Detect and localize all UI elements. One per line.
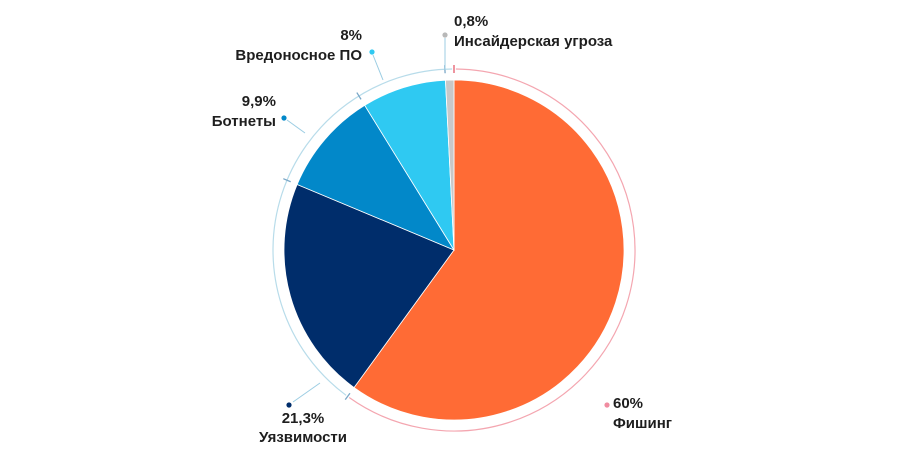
label-name-phishing: Фишинг <box>613 415 672 432</box>
slice-botnets <box>296 104 455 251</box>
outer-rings <box>272 65 636 432</box>
label-dot-malware <box>369 49 375 55</box>
ring-tick <box>344 392 351 401</box>
label-name-insider: Инсайдерская угроза <box>454 33 613 50</box>
slice-vulnerabilities <box>283 183 455 389</box>
ring-tick <box>356 92 362 100</box>
slice-insider <box>445 79 455 251</box>
label-percent-malware: 8% <box>340 27 362 44</box>
label-name-malware: Вредоносное ПО <box>235 47 362 64</box>
label-dot-phishing <box>604 402 610 408</box>
ring-arc-phishing <box>348 68 636 432</box>
label-dot-vulnerabilities <box>286 402 292 408</box>
label-connector-vulnerabilities <box>292 382 321 403</box>
label-percent-vulnerabilities: 21,3% <box>282 410 325 427</box>
label-percent-botnets: 9,9% <box>242 93 276 110</box>
label-connector-botnets <box>286 119 306 134</box>
label-connector-malware <box>372 54 384 81</box>
label-percent-phishing: 60% <box>613 395 643 412</box>
label-name-botnets: Ботнеты <box>212 113 276 130</box>
label-dot-botnets <box>281 115 287 121</box>
ring-arc-other <box>272 68 453 396</box>
label-percent-insider: 0,8% <box>454 13 488 30</box>
pie-slices <box>283 79 625 421</box>
label-dot-insider <box>442 32 448 38</box>
pie-labels: 60% Фишинг 21,3% Уязвимости 9,9% Ботнеты 8% Вре… <box>212 13 672 446</box>
label-name-vulnerabilities: Уязвимости <box>259 429 347 446</box>
ring-tick <box>283 178 291 183</box>
slice-phishing <box>353 79 625 421</box>
